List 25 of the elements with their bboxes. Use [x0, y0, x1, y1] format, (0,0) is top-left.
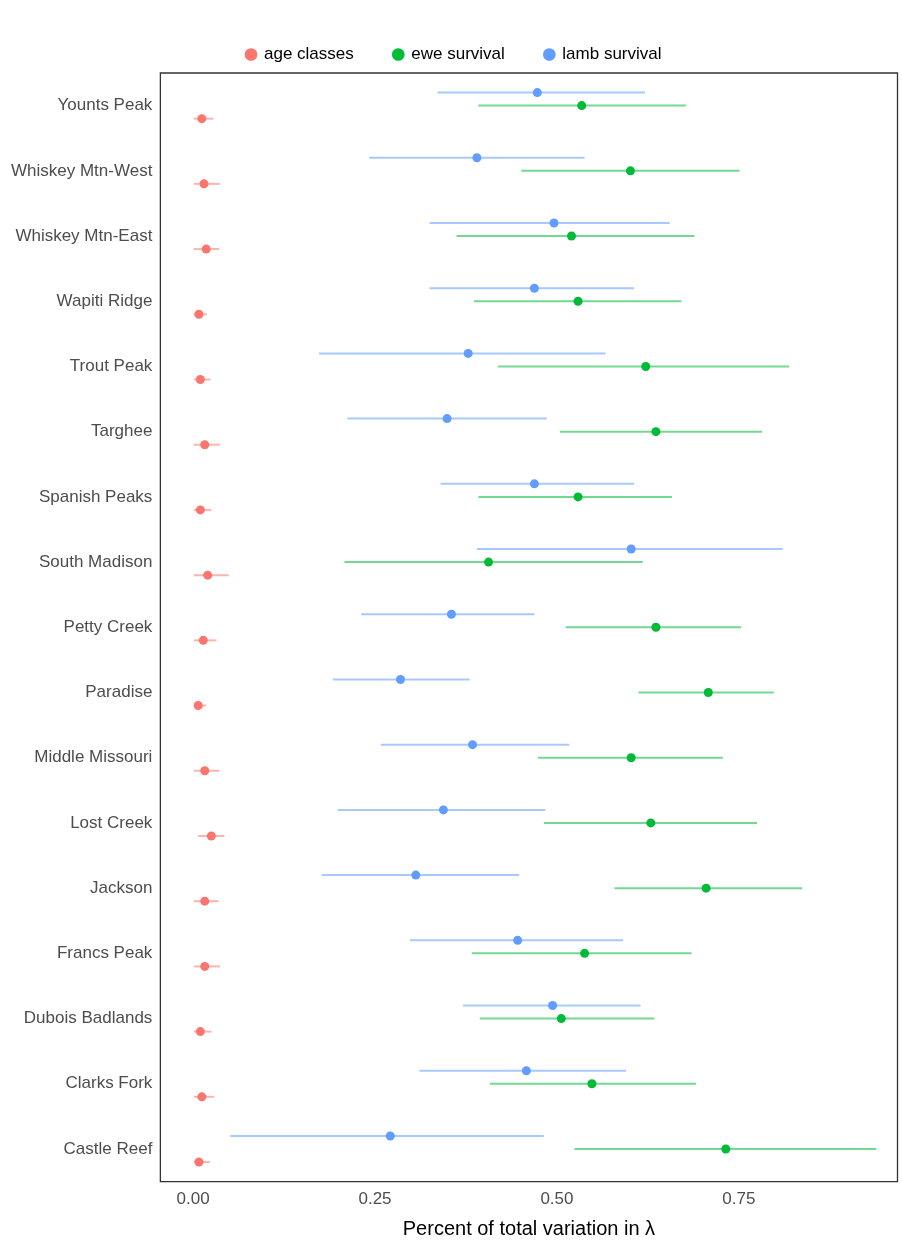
x-tick-label: 0.75 — [722, 1189, 756, 1209]
y-tick-label: Spanish Peaks — [38, 486, 153, 506]
y-tick-label: Whiskey Mtn-West — [11, 160, 153, 180]
x-tick-label: 0.00 — [176, 1189, 210, 1209]
y-tick-label: Francs Peak — [56, 943, 153, 963]
y-tick-label: Lost Creek — [70, 812, 153, 832]
y-tick-label: Petty Creek — [63, 616, 153, 636]
y-tick-label: Younts Peak — [57, 95, 153, 115]
y-tick-label: Castle Reef — [63, 1138, 153, 1158]
x-axis-title: Percent of total variation in λ — [402, 1216, 656, 1239]
y-tick-label: Trout Peak — [69, 356, 153, 376]
x-tick-label: 0.50 — [540, 1189, 574, 1209]
y-tick-label: South Madison — [38, 551, 153, 571]
x-tick-label: 0.25 — [358, 1189, 392, 1209]
y-tick-label: Clarks Fork — [65, 1073, 153, 1093]
y-tick-label: Jackson — [90, 877, 153, 897]
y-tick-label: Dubois Badlands — [23, 1008, 153, 1028]
y-tick-label: Whiskey Mtn-East — [15, 225, 153, 245]
legend-label: ewe survival — [411, 44, 505, 64]
y-tick-label: Targhee — [90, 421, 153, 441]
y-tick-label: Paradise — [85, 682, 153, 702]
y-tick-label: Wapiti Ridge — [56, 290, 153, 310]
legend-label: lamb survival — [562, 44, 662, 64]
legend-label: age classes — [264, 44, 354, 64]
y-tick-label: Middle Missouri — [34, 747, 153, 767]
